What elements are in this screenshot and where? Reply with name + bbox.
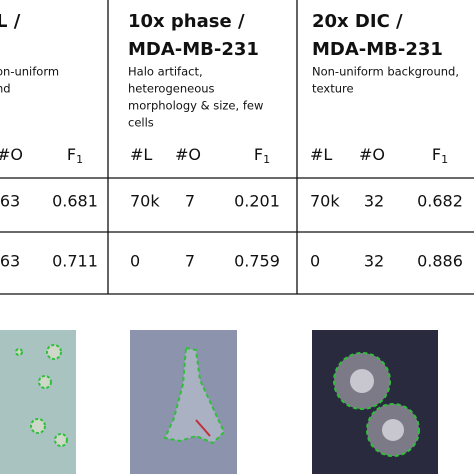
table-cell: 0.886 — [417, 252, 463, 271]
column-description: cells — [128, 116, 154, 130]
column-header: F1 — [254, 145, 270, 167]
column-header: #O — [359, 145, 385, 164]
header-text: #L — [310, 145, 332, 164]
header-text: #O — [359, 145, 385, 164]
column-header: #O — [0, 145, 23, 164]
table-cell: 70k — [310, 192, 340, 211]
table-cell: 7 — [185, 192, 195, 211]
table-cell: 0 — [310, 252, 320, 271]
micrograph-1 — [0, 330, 76, 474]
column-header: F1 — [432, 145, 448, 167]
table-cell: 7 — [185, 252, 195, 271]
table-cell: 0.681 — [52, 192, 98, 211]
table-cell: 0 — [130, 252, 140, 271]
column-description: Halo artifact, — [128, 65, 203, 79]
header-subscript: 1 — [263, 153, 270, 166]
column-description: nd — [0, 82, 11, 96]
column-description: texture — [312, 82, 354, 96]
column-header: F1 — [67, 145, 83, 167]
column-title: 10x phase / — [128, 11, 245, 32]
column-description: heterogeneous — [128, 82, 215, 96]
header-text: F — [254, 145, 263, 164]
column-title: MDA-MB-231 — [128, 39, 259, 60]
table-cell: 0.759 — [234, 252, 280, 271]
column-description: Non-uniform background, — [312, 65, 459, 79]
header-subscript: 1 — [76, 153, 83, 166]
table-cell: 63 — [0, 192, 20, 211]
column-description: on-uniform — [0, 65, 59, 79]
table-cell: 32 — [364, 192, 384, 211]
column-header: #L — [130, 145, 152, 164]
micrograph-3 — [312, 330, 438, 474]
column-description: morphology & size, few — [128, 99, 263, 113]
header-text: F — [67, 145, 76, 164]
table-cell: 63 — [0, 252, 20, 271]
column-title: 20x DIC / — [312, 11, 403, 32]
column-header: #L — [310, 145, 332, 164]
column-title: MDA-MB-231 — [312, 39, 443, 60]
table-cell: 32 — [364, 252, 384, 271]
table-cell: 0.682 — [417, 192, 463, 211]
table-cell: 70k — [130, 192, 160, 211]
column-title: L / — [0, 11, 21, 32]
header-text: #O — [175, 145, 201, 164]
table-cell: 0.201 — [234, 192, 280, 211]
micrograph-2 — [130, 330, 237, 474]
header-text: F — [432, 145, 441, 164]
header-text: #L — [130, 145, 152, 164]
header-subscript: 1 — [441, 153, 448, 166]
header-text: #O — [0, 145, 23, 164]
column-header: #O — [175, 145, 201, 164]
table-cell: 0.711 — [52, 252, 98, 271]
